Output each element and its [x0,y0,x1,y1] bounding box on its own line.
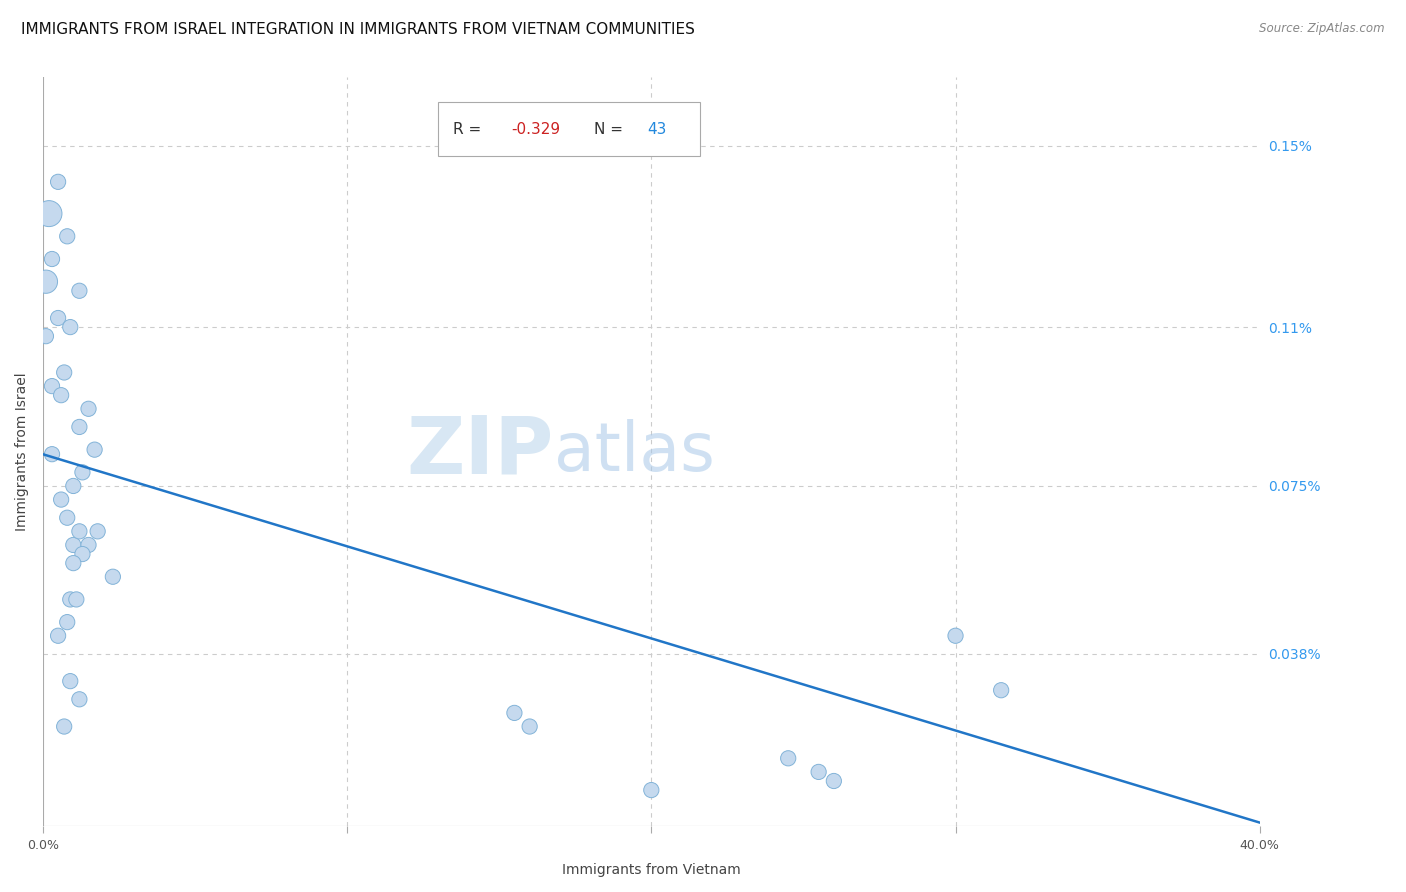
Point [72,547,94,561]
Point [56,229,79,244]
Point [519,719,541,733]
Point [53,719,76,733]
Point [990,683,1012,698]
Point [59,674,82,689]
Point [624,138,647,153]
Point [49,492,72,507]
Point [67,420,90,434]
Point [53,366,76,380]
Text: atlas: atlas [554,419,714,485]
X-axis label: Immigrants from Vietnam: Immigrants from Vietnam [562,863,741,877]
Text: N =: N = [595,121,623,136]
Text: R =: R = [453,121,481,136]
Point [86,524,108,539]
Point [46,311,69,326]
Point [41,252,63,266]
Point [59,320,82,334]
Point [46,175,69,189]
Point [62,556,84,570]
FancyBboxPatch shape [439,103,700,156]
Point [640,783,662,797]
Point [65,592,87,607]
Point [62,479,84,493]
Point [503,706,526,720]
Text: -0.329: -0.329 [512,121,561,136]
Text: Source: ZipAtlas.com: Source: ZipAtlas.com [1260,22,1385,36]
Point [59,592,82,607]
Point [46,629,69,643]
Point [35,329,58,343]
Point [77,538,100,552]
Point [41,379,63,393]
Point [67,692,90,706]
Point [62,538,84,552]
Point [807,764,830,779]
Text: IMMIGRANTS FROM ISRAEL INTEGRATION IN IMMIGRANTS FROM VIETNAM COMMUNITIES: IMMIGRANTS FROM ISRAEL INTEGRATION IN IM… [21,22,695,37]
Point [823,774,845,789]
Point [35,275,58,289]
Point [56,510,79,524]
Point [67,284,90,298]
Point [49,388,72,402]
Point [83,442,105,457]
Point [778,751,800,765]
Point [38,206,60,220]
Point [67,524,90,539]
Point [77,401,100,416]
Point [41,447,63,461]
Point [72,466,94,480]
Text: 43: 43 [648,121,666,136]
Y-axis label: Immigrants from Israel: Immigrants from Israel [15,373,30,532]
Point [56,615,79,629]
Point [101,570,124,584]
Text: ZIP: ZIP [406,413,554,491]
Point [945,629,967,643]
